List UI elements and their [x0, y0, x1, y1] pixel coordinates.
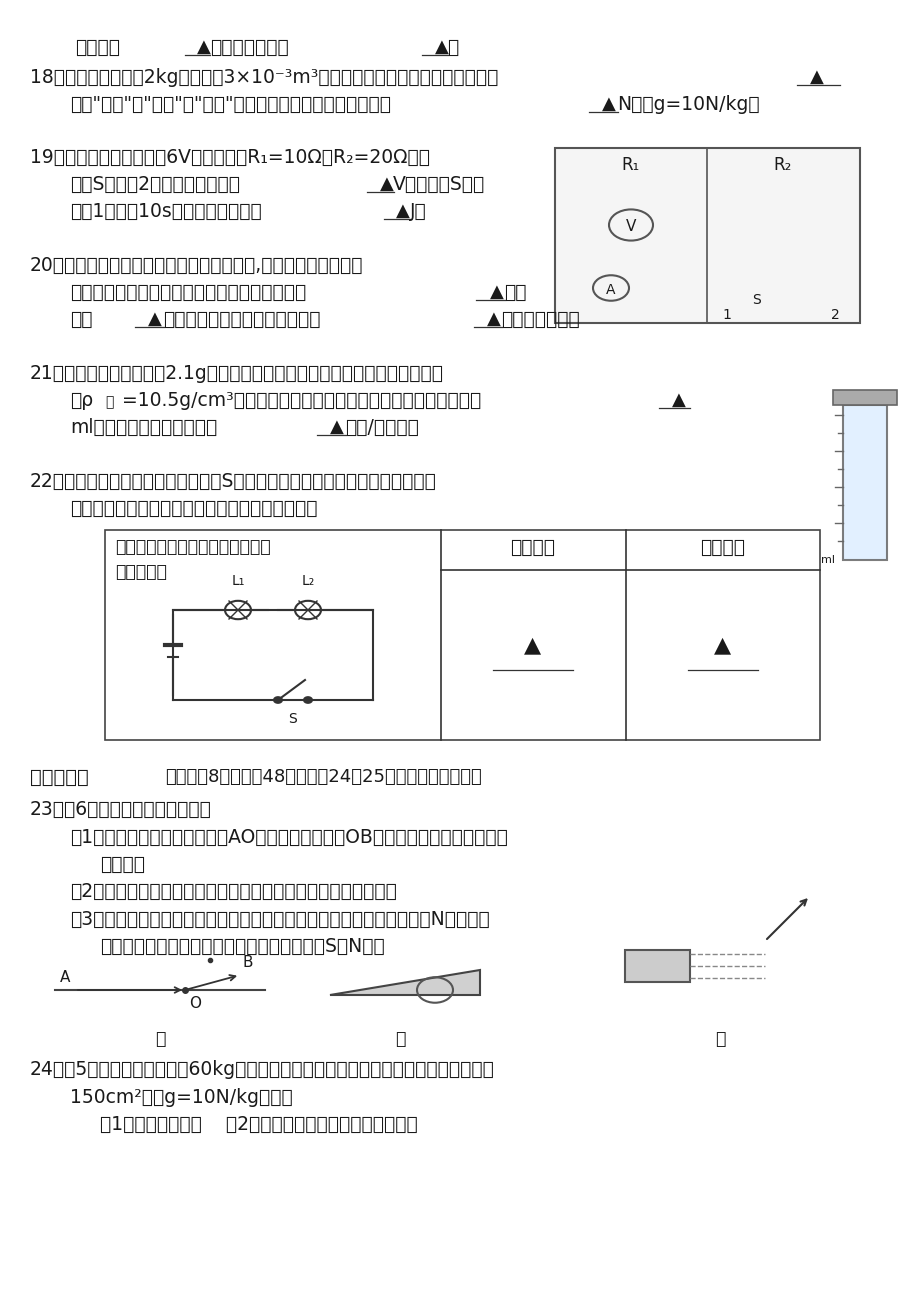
- Text: ▲: ▲: [330, 419, 344, 436]
- Text: L₁: L₁: [231, 575, 244, 588]
- Bar: [832, 390, 896, 406]
- Text: =10.5g/cm³），所用的量筒规格如图所示，此量筒的分度值是: =10.5g/cm³），所用的量筒规格如图所示，此量筒的分度值是: [122, 391, 481, 410]
- Text: 开关S接到点2时，电压表示数为: 开关S接到点2时，电压表示数为: [70, 176, 240, 194]
- Text: 画出图中任一条磁感线的方向，并标出磁体的S、N极）: 画出图中任一条磁感线的方向，并标出磁体的S、N极）: [100, 937, 384, 956]
- Bar: [105, 530, 819, 740]
- Text: ▲: ▲: [490, 283, 504, 302]
- Bar: [554, 148, 859, 322]
- Text: 19．如图所示，电源电压6V不变，电阻R₁=10Ω，R₂=20Ω，当: 19．如图所示，电源电压6V不变，电阻R₁=10Ω，R₂=20Ω，当: [30, 148, 429, 166]
- Text: ▲: ▲: [380, 176, 393, 192]
- Text: （2）如图乙，作出烧杯中小球静止在水面上时所受力的示意图．: （2）如图乙，作出烧杯中小球静止在水面上时所受力的示意图．: [70, 881, 396, 901]
- Text: 24．（5分）小刚同学质量为60kg，双手倒立在地面上，每只手掌与地面的接触面积是: 24．（5分）小刚同学质量为60kg，双手倒立在地面上，每只手掌与地面的接触面积…: [30, 1060, 494, 1079]
- Text: 20．目前我国研发出一款新型空气动力汽车,它利用压缩空气膨胀: 20．目前我国研发出一款新型空气动力汽车,它利用压缩空气膨胀: [30, 256, 363, 276]
- Text: （ρ: （ρ: [70, 391, 93, 410]
- Text: V；当开关S转换: V；当开关S转换: [392, 176, 484, 194]
- Text: 150cm²，（g=10N/kg）求：: 150cm²，（g=10N/kg）求：: [70, 1088, 292, 1108]
- Text: O: O: [188, 996, 200, 1011]
- Text: 的位置．: 的位置．: [100, 855, 145, 874]
- Text: ．: ．: [447, 38, 458, 57]
- Text: A: A: [606, 283, 615, 296]
- Text: 银: 银: [105, 395, 113, 410]
- Text: 请你设计出检测电路（画在下面的: 请你设计出检测电路（画在下面的: [115, 538, 270, 556]
- Text: 化为: 化为: [70, 309, 93, 329]
- Text: ▲: ▲: [524, 634, 541, 655]
- Text: ▲: ▲: [486, 309, 500, 328]
- Text: 三、解答题: 三、解答题: [30, 768, 88, 786]
- Ellipse shape: [274, 697, 282, 703]
- Text: 1: 1: [721, 308, 731, 322]
- Text: 丙: 丙: [714, 1030, 724, 1048]
- Bar: [624, 950, 689, 982]
- Text: ▲: ▲: [435, 38, 448, 56]
- Text: ▲: ▲: [601, 95, 615, 113]
- Text: （3）如图丙，磁体旁小磁针静止时所指的方向如图所示（小磁针黑端为N极），请: （3）如图丙，磁体旁小磁针静止时所指的方向如图所示（小磁针黑端为N极），请: [70, 910, 489, 929]
- Polygon shape: [330, 970, 480, 994]
- Text: 实验现象: 实验现象: [510, 538, 555, 556]
- Text: （本题共8小题，共48分．解答24、25题时应有解题过程）: （本题共8小题，共48分．解答24、25题时应有解题过程）: [165, 768, 482, 786]
- Text: 能转: 能转: [504, 283, 526, 302]
- Text: 推动活塞做功提供动力这种车在开动时将空气的: 推动活塞做功提供动力这种车在开动时将空气的: [70, 283, 306, 302]
- Text: ml，他能否鉴别出该银币？: ml，他能否鉴别出该银币？: [70, 419, 217, 437]
- Text: R₁: R₁: [621, 156, 640, 174]
- Text: A: A: [60, 970, 70, 985]
- Text: 电路图上）: 电路图上）: [115, 563, 166, 581]
- Text: ，说明的道理是: ，说明的道理是: [210, 38, 289, 57]
- Text: R₂: R₂: [773, 156, 791, 174]
- Text: 实验结论: 实验结论: [699, 538, 744, 556]
- Text: N．（g=10N/kg）: N．（g=10N/kg）: [617, 95, 759, 114]
- Text: ▲: ▲: [148, 309, 162, 328]
- Text: 到点1时，在10s内电流所做的功为: 到点1时，在10s内电流所做的功为: [70, 202, 262, 221]
- Text: ▲: ▲: [671, 391, 686, 410]
- Text: ml: ml: [820, 555, 834, 566]
- Text: 甲: 甲: [154, 1030, 165, 1048]
- Text: 2: 2: [830, 308, 838, 322]
- Text: ▲: ▲: [395, 202, 410, 220]
- Text: 18．一物体的质量为2kg，体积为3×10⁻³m³．将其浸没在水中后松手，该物体将: 18．一物体的质量为2kg，体积为3×10⁻³m³．将其浸没在水中后松手，该物体…: [30, 68, 498, 87]
- Text: V: V: [625, 218, 636, 234]
- Text: （说出一点）．: （说出一点）．: [501, 309, 579, 329]
- Text: S: S: [752, 292, 761, 307]
- Text: L₂: L₂: [301, 575, 314, 588]
- Ellipse shape: [303, 697, 312, 703]
- Text: 的现象是: 的现象是: [75, 38, 119, 57]
- Bar: [842, 406, 886, 560]
- Text: 21．小明家有一枚质量为2.1g的银币，他想用量筒测算出该银币是不是纯银的: 21．小明家有一枚质量为2.1g的银币，他想用量筒测算出该银币是不是纯银的: [30, 364, 444, 384]
- Text: （1）小刚的重力．    （2）小刚双手倒立时对地面的压强．: （1）小刚的重力． （2）小刚双手倒立时对地面的压强．: [100, 1115, 417, 1134]
- Text: ▲: ▲: [197, 38, 210, 56]
- Text: （1）如图甲，有一束入射光线AO经平面镜反射后沿OB的方向射出，请作出平面镜: （1）如图甲，有一束入射光线AO经平面镜反射后沿OB的方向射出，请作出平面镜: [70, 828, 507, 848]
- Text: 乙: 乙: [394, 1030, 404, 1048]
- Text: J．: J．: [410, 202, 426, 221]
- Text: ▲: ▲: [714, 634, 731, 655]
- Text: B: B: [243, 956, 254, 970]
- Text: 22．如表格中电路图所示，闭合开关S后，发现两灯均不亮，其中一个灯损坏，: 22．如表格中电路图所示，闭合开关S后，发现两灯均不亮，其中一个灯损坏，: [30, 472, 437, 491]
- Text: 23．（6分）按照题目要求作图．: 23．（6分）按照题目要求作图．: [30, 800, 211, 819]
- Text: ▲: ▲: [809, 68, 823, 86]
- Text: （填"上浮"、"漂浮"或"悬浮"），静止时该物体所受的浮力为: （填"上浮"、"漂浮"或"悬浮"），静止时该物体所受的浮力为: [70, 95, 391, 114]
- Text: 现提供导线、电压表，请选用上述器材时行检测．: 现提供导线、电压表，请选用上述器材时行检测．: [70, 499, 317, 517]
- Text: S: S: [289, 712, 297, 725]
- Text: （能/不能）．: （能/不能）．: [345, 419, 418, 437]
- Text: 能，这种车与汽油机相比优点是: 能，这种车与汽油机相比优点是: [163, 309, 320, 329]
